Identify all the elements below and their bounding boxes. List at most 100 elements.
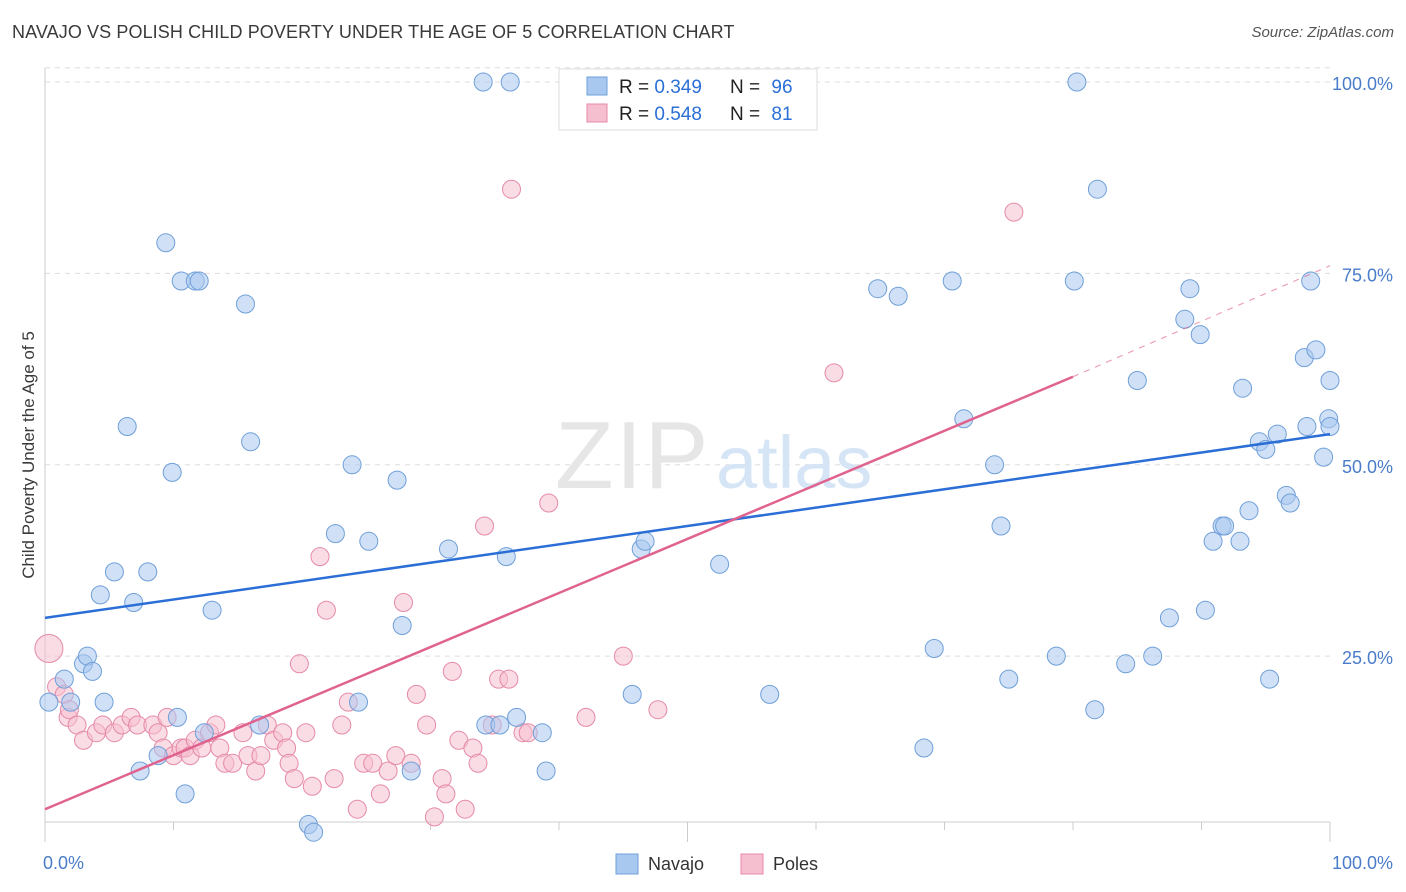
navajo-point [156, 233, 176, 253]
legend-poles-r-label: R = [619, 104, 654, 125]
navajo-point [104, 562, 124, 582]
navajo-point [387, 470, 407, 490]
navajo-point [1195, 600, 1215, 620]
legend-navajo-stats: R = 0.349 [619, 77, 702, 98]
navajo-point [138, 562, 158, 582]
legend-poles-swatch [586, 103, 608, 123]
navajo-point [985, 455, 1005, 475]
navajo-point [1190, 325, 1210, 345]
y-axis-label: Child Poverty Under the Age of 5 [19, 331, 38, 579]
poles-point [302, 776, 322, 796]
navajo-point [83, 661, 102, 681]
poles-point [417, 715, 437, 735]
navajo-point [1215, 516, 1235, 536]
navajo-point [1046, 646, 1066, 666]
navajo-point [1320, 417, 1340, 436]
navajo-point [359, 531, 379, 551]
legend-navajo-r-label: R = [619, 77, 654, 98]
navajo-point [500, 72, 520, 92]
y-tick-label-50: 50.0% [1342, 457, 1393, 477]
legend-bottom-poles-swatch [740, 853, 764, 875]
poles-point [324, 769, 344, 789]
navajo-point [1314, 447, 1334, 467]
poles-point [284, 769, 304, 789]
x-ticks [44, 822, 1331, 842]
poles-point [539, 493, 559, 513]
navajo-point [342, 455, 362, 475]
navajo-point [124, 593, 144, 612]
navajo-point [1230, 531, 1250, 551]
legend-navajo-r-value: 0.349 [654, 77, 702, 98]
poles-point [316, 600, 336, 620]
legend-poles-n-value: 81 [771, 104, 792, 125]
navajo-point [39, 692, 59, 712]
poles-point [475, 516, 494, 536]
y-tick-label-25: 25.0% [1342, 648, 1393, 668]
navajo-point [490, 715, 510, 735]
legend-bottom-poles-label: Poles [773, 854, 818, 874]
navajo-point [175, 784, 195, 804]
navajo-point [1260, 669, 1280, 689]
grid-lines [45, 67, 1330, 657]
navajo-point [304, 822, 324, 842]
poles-point [34, 634, 64, 663]
navajo-point [1297, 417, 1317, 436]
navajo-point [1306, 340, 1326, 360]
navajo-point [1233, 378, 1253, 398]
poles-point [824, 363, 844, 383]
navajo-trend-line [44, 432, 1331, 620]
navajo-point [1203, 531, 1223, 551]
navajo-point [710, 554, 730, 574]
navajo-point [1143, 646, 1163, 666]
navajo-points [39, 72, 1340, 842]
navajo-point [1239, 501, 1259, 521]
navajo-point [914, 738, 934, 758]
poles-point [386, 746, 406, 766]
legend-bottom-navajo-swatch [615, 853, 639, 875]
navajo-point [507, 707, 527, 727]
navajo-point [1087, 179, 1107, 199]
navajo-point [241, 432, 261, 452]
poles-point [378, 761, 398, 781]
legend-poles-n-label: N = [730, 104, 765, 125]
poles-point [310, 547, 330, 567]
navajo-point [1067, 72, 1087, 92]
poles-point [406, 684, 426, 704]
navajo-point [392, 616, 412, 635]
poles-point [648, 700, 668, 720]
poles-point [223, 753, 243, 773]
navajo-point [1175, 309, 1195, 329]
watermark: ZIP atlas [555, 402, 872, 509]
navajo-point [924, 639, 944, 658]
navajo-point [167, 707, 187, 727]
navajo-point [1085, 700, 1105, 720]
navajo-point [1301, 271, 1321, 291]
chart-title: NAVAJO VS POLISH CHILD POVERTY UNDER THE… [12, 22, 735, 42]
poles-trend-extension [1072, 265, 1331, 378]
navajo-point [942, 271, 962, 291]
navajo-point [473, 72, 493, 92]
watermark-atlas: atlas [716, 421, 872, 504]
navajo-point [868, 279, 888, 299]
poles-point [455, 799, 475, 819]
source-label: Source: ZipAtlas.com [1251, 24, 1394, 41]
poles-point [468, 753, 488, 773]
legend-navajo-n-value: 96 [771, 77, 792, 98]
legend-bottom-navajo-label: Navajo [648, 854, 704, 874]
navajo-point [202, 600, 222, 620]
y-tick-label-100: 100.0% [1332, 74, 1393, 94]
navajo-point [162, 462, 182, 482]
poles-point [347, 799, 367, 819]
poles-point [370, 784, 390, 804]
y-tick-labels: 100.0% 75.0% 50.0% 25.0% [1332, 74, 1393, 668]
poles-point [1004, 202, 1024, 222]
poles-point [251, 746, 271, 766]
legend-navajo-swatch [586, 76, 608, 96]
legend-navajo-n-label: N = [730, 77, 765, 98]
poles-point [499, 669, 519, 689]
x-tick-label-min: 0.0% [43, 853, 84, 873]
navajo-point [94, 692, 114, 712]
x-tick-label-max: 100.0% [1332, 853, 1393, 873]
navajo-point [90, 585, 110, 605]
